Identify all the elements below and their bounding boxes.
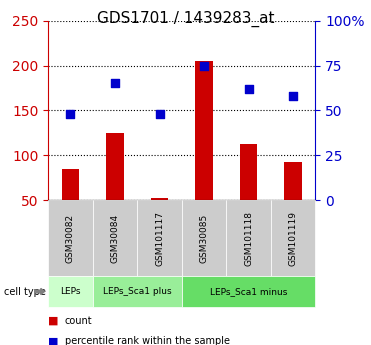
Text: ■: ■ bbox=[48, 336, 59, 345]
Bar bbox=[62, 169, 79, 200]
Text: GSM30085: GSM30085 bbox=[200, 214, 209, 263]
Point bbox=[201, 63, 207, 68]
Text: count: count bbox=[65, 316, 92, 326]
Bar bbox=[195, 61, 213, 200]
Text: GSM101119: GSM101119 bbox=[289, 210, 298, 266]
Bar bbox=[240, 144, 257, 200]
Text: GSM101117: GSM101117 bbox=[155, 210, 164, 266]
Text: GSM30082: GSM30082 bbox=[66, 214, 75, 263]
Text: LEPs: LEPs bbox=[60, 287, 81, 296]
Text: GDS1701 / 1439283_at: GDS1701 / 1439283_at bbox=[97, 10, 274, 27]
Point bbox=[112, 81, 118, 86]
Point bbox=[157, 111, 162, 117]
Text: GSM30084: GSM30084 bbox=[111, 214, 119, 263]
Bar bbox=[284, 162, 302, 200]
Point bbox=[290, 93, 296, 99]
Text: percentile rank within the sample: percentile rank within the sample bbox=[65, 336, 230, 345]
Point bbox=[246, 86, 252, 92]
Text: ■: ■ bbox=[48, 316, 59, 326]
Text: cell type: cell type bbox=[4, 287, 46, 296]
Bar bbox=[106, 133, 124, 200]
Text: GSM101118: GSM101118 bbox=[244, 210, 253, 266]
Bar bbox=[151, 198, 168, 200]
Text: LEPs_Sca1 plus: LEPs_Sca1 plus bbox=[103, 287, 171, 296]
Text: LEPs_Sca1 minus: LEPs_Sca1 minus bbox=[210, 287, 287, 296]
Point bbox=[68, 111, 73, 117]
